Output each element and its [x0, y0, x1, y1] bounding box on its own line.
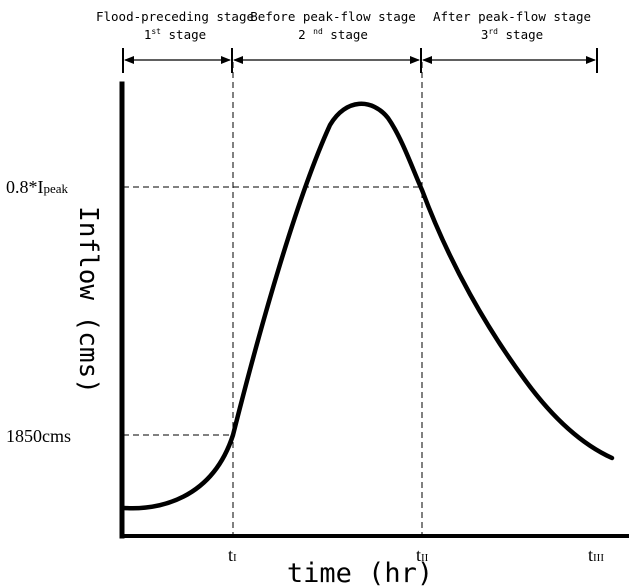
t2-marker-label: tII — [416, 545, 429, 565]
stage-2-number: 2 nd stage — [298, 27, 368, 42]
guide-lines — [123, 62, 423, 536]
t3-marker-label: tIII — [588, 545, 604, 565]
stage-3-name: After peak-flow stage — [433, 9, 591, 24]
base-flow-marker-label: 1850cms — [6, 426, 71, 446]
stage-1-name: Flood-preceding stage — [96, 9, 254, 24]
t1-marker-label: tI — [228, 545, 237, 565]
stage-3-number: 3rd stage — [481, 27, 543, 42]
stage-2-name: Before peak-flow stage — [250, 9, 416, 24]
x-axis-title: time (hr) — [287, 558, 433, 588]
hydrograph-curve — [121, 101, 615, 511]
stage-labels: Flood-preceding stage 1st stage Before p… — [96, 9, 591, 42]
axes — [119, 81, 629, 539]
peak-marker-label: 0.8*Ipeak — [6, 177, 69, 197]
stage-span-arrows — [122, 48, 598, 73]
y-axis-title: Inflow (cms) — [73, 206, 103, 394]
stage-1-number: 1st stage — [144, 27, 206, 42]
